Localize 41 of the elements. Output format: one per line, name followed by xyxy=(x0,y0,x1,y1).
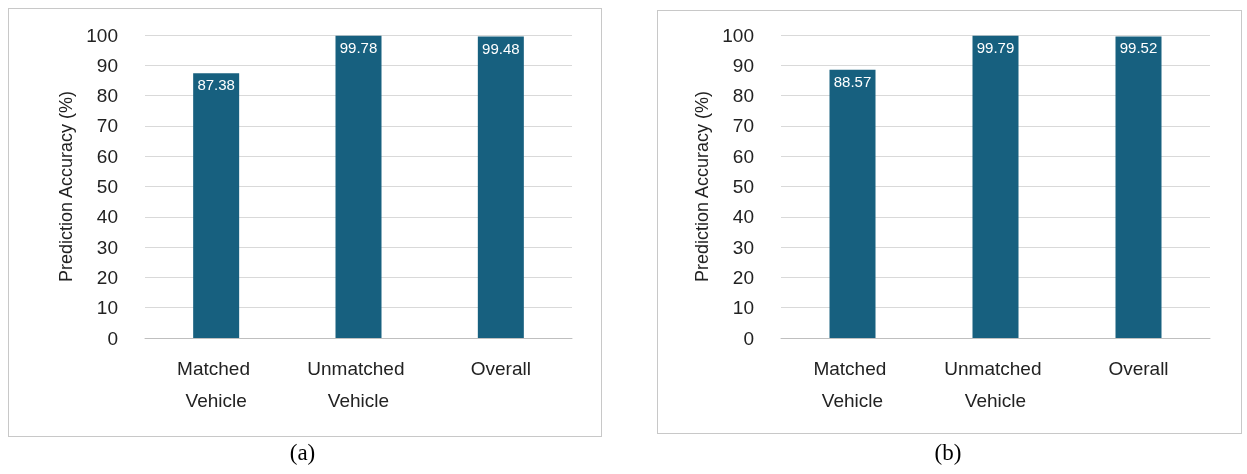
data-label: 88.57 xyxy=(833,72,872,90)
y-tick-label: 60 xyxy=(96,145,118,167)
x-tick-label: Overall xyxy=(470,357,531,379)
y-tick-label: 70 xyxy=(732,115,754,137)
y-tick-label: 0 xyxy=(743,327,754,349)
bar xyxy=(829,69,876,338)
y-tick-label: 90 xyxy=(732,54,754,76)
y-tick-label: 100 xyxy=(722,24,754,46)
y-tick-label: 60 xyxy=(732,145,754,167)
y-tick-label: 50 xyxy=(732,176,754,197)
y-axis-title: Prediction Accuracy (%) xyxy=(692,90,713,283)
data-label: 99.79 xyxy=(976,38,1015,56)
x-tick-label: Matched Vehicle xyxy=(813,357,892,411)
x-tick-label: Overall xyxy=(1108,357,1169,379)
y-tick-label: 20 xyxy=(732,266,754,288)
y-tick-label: 80 xyxy=(732,85,754,107)
y-tick-label: 30 xyxy=(96,236,118,258)
y-tick-label: 10 xyxy=(732,297,754,319)
data-label: 87.38 xyxy=(197,76,235,94)
y-tick-label: 100 xyxy=(86,24,118,46)
y-tick-label: 70 xyxy=(96,115,118,137)
bar xyxy=(1115,36,1162,338)
y-tick-label: 0 xyxy=(107,327,118,349)
y-tick-label: 50 xyxy=(96,176,118,197)
x-tick-label: Unmatched Vehicle xyxy=(944,357,1047,411)
y-tick-label: 20 xyxy=(96,266,118,288)
data-label: 99.48 xyxy=(482,39,520,57)
x-tick-label: Matched Vehicle xyxy=(177,357,256,411)
y-axis-title: Prediction Accuracy (%) xyxy=(56,90,77,283)
data-label: 99.78 xyxy=(339,38,378,56)
text: (a) xyxy=(289,440,316,465)
y-tick-label: 30 xyxy=(732,236,754,258)
x-tick-label: Unmatched Vehicle xyxy=(307,357,410,411)
y-tick-label: 10 xyxy=(96,297,118,319)
y-tick-label: 90 xyxy=(96,54,118,76)
bar xyxy=(972,35,1019,338)
y-tick-label: 80 xyxy=(96,85,118,107)
y-tick-label: 40 xyxy=(732,206,754,228)
text: (b) xyxy=(934,440,962,465)
data-label: 99.52 xyxy=(1119,39,1158,57)
y-tick-label: 40 xyxy=(96,206,118,228)
